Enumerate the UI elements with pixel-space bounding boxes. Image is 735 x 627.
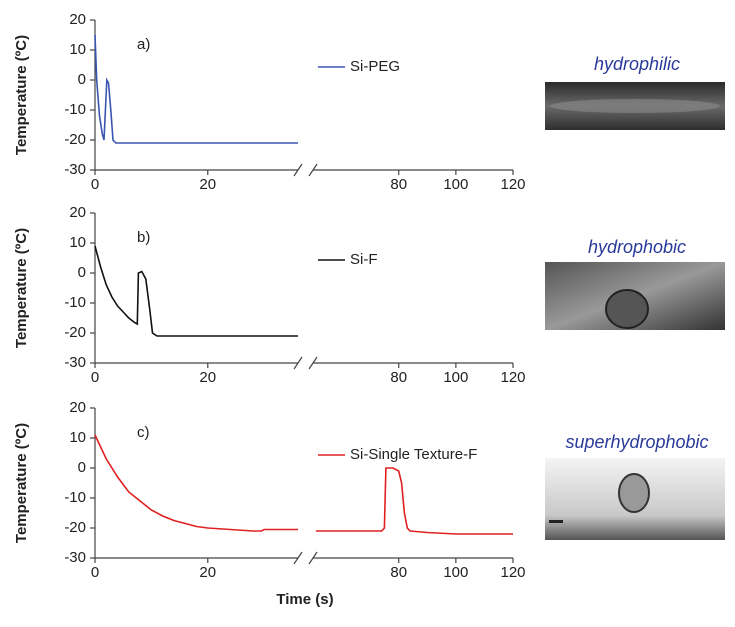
legend-label: Si-Single Texture-F bbox=[350, 446, 477, 463]
photo-superhydrophobic bbox=[545, 458, 725, 540]
y-tick-label: -10 bbox=[64, 294, 86, 311]
legend-label: Si-F bbox=[350, 251, 378, 268]
x-tick-label: 100 bbox=[443, 564, 468, 581]
y-tick-label: 20 bbox=[69, 11, 86, 28]
x-tick-label: 0 bbox=[91, 369, 99, 386]
x-tick-label: 120 bbox=[500, 369, 525, 386]
y-tick-label: 10 bbox=[69, 234, 86, 251]
x-tick-label: 20 bbox=[199, 564, 216, 581]
y-tick-label: 10 bbox=[69, 429, 86, 446]
x-axis-title: Time (s) bbox=[276, 591, 333, 608]
x-tick-label: 0 bbox=[91, 564, 99, 581]
x-tick-label: 80 bbox=[390, 176, 407, 193]
y-tick-label: -30 bbox=[64, 354, 86, 371]
data-line bbox=[94, 245, 298, 337]
axis-break bbox=[308, 551, 318, 565]
data-line bbox=[94, 434, 513, 535]
y-tick-label: 20 bbox=[69, 204, 86, 221]
y-tick-label: -10 bbox=[64, 101, 86, 118]
y-tick-label: 20 bbox=[69, 399, 86, 416]
y-tick-label: -20 bbox=[64, 519, 86, 536]
x-tick-label: 100 bbox=[443, 369, 468, 386]
axis-break bbox=[308, 163, 318, 177]
axis-break bbox=[293, 163, 303, 177]
image-caption: hydrophilic bbox=[594, 54, 680, 74]
photo-hydrophobic bbox=[545, 262, 725, 330]
data-line bbox=[94, 34, 298, 144]
x-tick-label: 0 bbox=[91, 176, 99, 193]
y-tick-label: -20 bbox=[64, 324, 86, 341]
panel-label: c) bbox=[137, 424, 150, 441]
x-tick-label: 120 bbox=[500, 564, 525, 581]
y-tick-label: 0 bbox=[78, 459, 86, 476]
y-axis-title: Temperature (ºC) bbox=[13, 423, 30, 543]
x-tick-label: 100 bbox=[443, 176, 468, 193]
y-tick-label: -20 bbox=[64, 131, 86, 148]
y-tick-label: 10 bbox=[69, 41, 86, 58]
y-tick-label: -10 bbox=[64, 489, 86, 506]
y-tick-label: 0 bbox=[78, 264, 86, 281]
panel-label: a) bbox=[137, 36, 150, 53]
x-tick-label: 80 bbox=[390, 564, 407, 581]
y-axis-title: Temperature (ºC) bbox=[13, 228, 30, 348]
x-tick-label: 80 bbox=[390, 369, 407, 386]
y-axis-title: Temperature (ºC) bbox=[13, 35, 30, 155]
legend-label: Si-PEG bbox=[350, 58, 400, 75]
axis-break bbox=[293, 356, 303, 370]
panel-label: b) bbox=[137, 229, 150, 246]
x-tick-label: 20 bbox=[199, 176, 216, 193]
x-tick-label: 120 bbox=[500, 176, 525, 193]
y-tick-label: 0 bbox=[78, 71, 86, 88]
y-tick-label: -30 bbox=[64, 549, 86, 566]
x-tick-label: 20 bbox=[199, 369, 216, 386]
axis-break bbox=[293, 551, 303, 565]
axis-break bbox=[308, 356, 318, 370]
photo-hydrophilic bbox=[545, 82, 725, 130]
y-tick-label: -30 bbox=[64, 161, 86, 178]
image-caption: superhydrophobic bbox=[565, 432, 708, 452]
image-caption: hydrophobic bbox=[588, 237, 686, 257]
